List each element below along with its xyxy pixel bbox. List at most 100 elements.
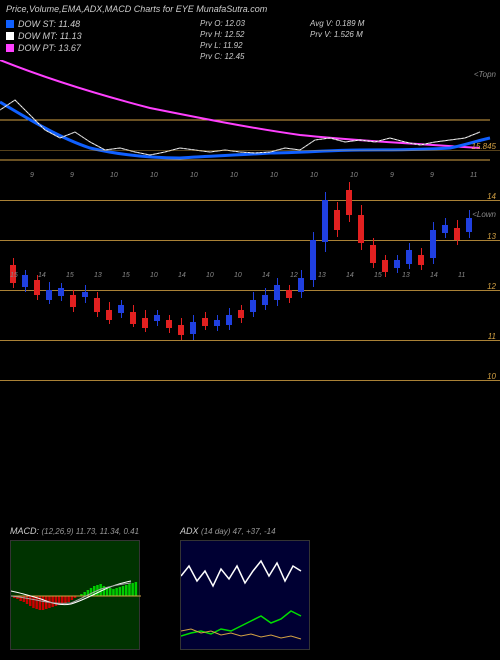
legend-color-icon <box>6 44 14 52</box>
candle <box>430 230 436 258</box>
legend-color-icon <box>6 32 14 40</box>
x-tick: 10 <box>150 272 158 279</box>
x-tick: 11 <box>470 172 477 179</box>
candle <box>370 245 376 263</box>
candle <box>58 288 64 296</box>
macd-panel: MACD: (12,26,9) 11.73, 11.34, 0.41 <box>10 526 140 650</box>
x-tick: 15 <box>10 272 18 279</box>
candle <box>226 315 232 325</box>
candle <box>394 260 400 268</box>
stat-low: Prv L: 11.92 <box>200 40 245 51</box>
x-tick: 10 <box>234 272 242 279</box>
macd-title: MACD: <box>10 526 39 536</box>
candle <box>82 292 88 297</box>
stat-avgvol: Avg V: 0.189 M <box>310 18 364 29</box>
candle <box>406 250 412 264</box>
candle <box>274 285 280 300</box>
candle <box>94 298 100 312</box>
x-tick: 13 <box>94 272 102 279</box>
main-chart[interactable]: 15.8451413121110 <Topn <Lown 99101010101… <box>0 60 500 350</box>
x-tick: 9 <box>430 172 434 179</box>
candle <box>190 322 196 334</box>
x-tick: 15 <box>122 272 130 279</box>
top-x-axis: 99101010101010109911 <box>0 172 500 182</box>
y-axis-label: 10 <box>487 372 496 381</box>
y-axis-label: 14 <box>487 192 496 201</box>
x-tick: 15 <box>66 272 74 279</box>
x-tick: 10 <box>310 172 318 179</box>
candle <box>130 312 136 324</box>
adx-panel: ADX (14 day) 47, +37, -14 <box>180 526 310 650</box>
macd-params: (12,26,9) 11.73, 11.34, 0.41 <box>42 527 140 536</box>
x-tick: 10 <box>110 172 118 179</box>
candle <box>118 305 124 313</box>
low-label: <Lown <box>472 210 496 219</box>
candle <box>46 290 52 300</box>
legend: DOW ST: 11.48 DOW MT: 11.13 DOW PT: 13.6… <box>6 18 82 54</box>
x-tick: 10 <box>270 172 278 179</box>
y-axis-label: 12 <box>487 282 496 291</box>
x-axis: 15 14 15 13 15 10 14 10 10 14 12 13 14 15 13 14 11 <box>0 272 500 282</box>
candle <box>358 215 364 243</box>
x-tick: 14 <box>262 272 270 279</box>
legend-label: DOW MT: 11.13 <box>18 30 82 42</box>
candle <box>250 300 256 312</box>
stat-open: Prv O: 12.03 <box>200 18 245 29</box>
x-tick: 9 <box>30 172 34 179</box>
x-tick: 14 <box>346 272 354 279</box>
y-axis-label: 11 <box>488 332 496 341</box>
x-tick: 13 <box>402 272 410 279</box>
candle <box>202 318 208 326</box>
candle <box>418 255 424 265</box>
x-tick: 10 <box>206 272 214 279</box>
candle <box>142 318 148 328</box>
x-tick: 14 <box>38 272 46 279</box>
legend-st: DOW ST: 11.48 <box>6 18 82 30</box>
candle <box>70 295 76 307</box>
top-label: <Topn <box>474 70 496 79</box>
candle <box>286 290 292 298</box>
legend-label: DOW ST: 11.48 <box>18 18 80 30</box>
x-tick: 14 <box>178 272 186 279</box>
chart-title: Price,Volume,EMA,ADX,MACD Charts for EYE… <box>0 0 500 18</box>
x-tick: 14 <box>430 272 438 279</box>
candle <box>382 260 388 272</box>
x-tick: 10 <box>350 172 358 179</box>
legend-label: DOW PT: 13.67 <box>18 42 81 54</box>
adx-title: ADX <box>180 526 199 536</box>
candle <box>34 280 40 295</box>
volume-stats: Avg V: 0.189 M Prv V: 1.526 M <box>310 18 364 40</box>
candle <box>466 218 472 232</box>
candle <box>442 225 448 233</box>
stat-prvvol: Prv V: 1.526 M <box>310 29 364 40</box>
legend-pt: DOW PT: 13.67 <box>6 42 82 54</box>
candle <box>454 228 460 240</box>
ohlc-stats: Prv O: 12.03 Prv H: 12.52 Prv L: 11.92 P… <box>200 18 245 62</box>
macd-chart[interactable] <box>10 540 140 650</box>
candle <box>154 315 160 321</box>
x-tick: 13 <box>318 272 326 279</box>
candle <box>262 295 268 305</box>
legend-mt: DOW MT: 11.13 <box>6 30 82 42</box>
x-tick: 10 <box>230 172 238 179</box>
adx-chart[interactable] <box>180 540 310 650</box>
x-tick: 10 <box>150 172 158 179</box>
stat-high: Prv H: 12.52 <box>200 29 245 40</box>
legend-color-icon <box>6 20 14 28</box>
y-axis-label: 13 <box>487 232 496 241</box>
x-tick: 11 <box>458 272 465 279</box>
candle <box>214 320 220 326</box>
candle <box>322 200 328 242</box>
y-axis-label: 15.845 <box>472 142 496 151</box>
candle <box>166 320 172 328</box>
x-tick: 9 <box>70 172 74 179</box>
ema-overlay <box>0 60 500 180</box>
candle <box>238 310 244 318</box>
adx-params: (14 day) 47, +37, -14 <box>201 527 276 536</box>
indicator-panels: MACD: (12,26,9) 11.73, 11.34, 0.41 ADX (… <box>10 526 310 650</box>
candle <box>346 190 352 215</box>
candle <box>178 325 184 335</box>
x-tick: 12 <box>290 272 298 279</box>
x-tick: 10 <box>190 172 198 179</box>
x-tick: 15 <box>374 272 382 279</box>
